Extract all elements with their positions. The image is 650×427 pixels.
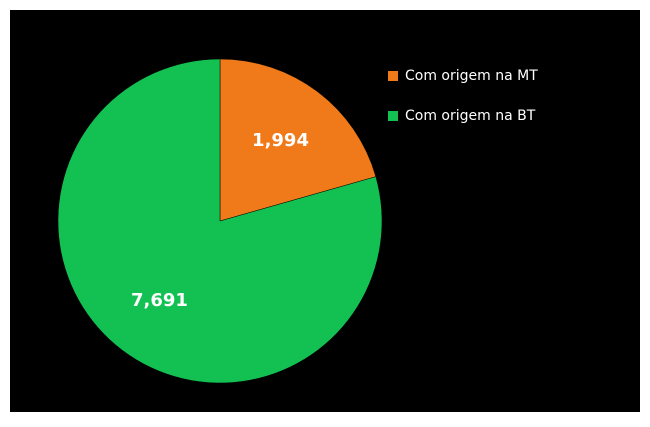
legend-label: Com origem na MT xyxy=(405,68,538,84)
pie-slice xyxy=(57,58,383,384)
legend-swatch xyxy=(388,71,398,81)
legend-label: Com origem na BT xyxy=(405,108,536,124)
data-label: 1,994 xyxy=(252,130,309,151)
legend-swatch xyxy=(388,111,398,121)
data-label: 7,691 xyxy=(131,290,188,311)
pie-slice xyxy=(219,58,377,222)
